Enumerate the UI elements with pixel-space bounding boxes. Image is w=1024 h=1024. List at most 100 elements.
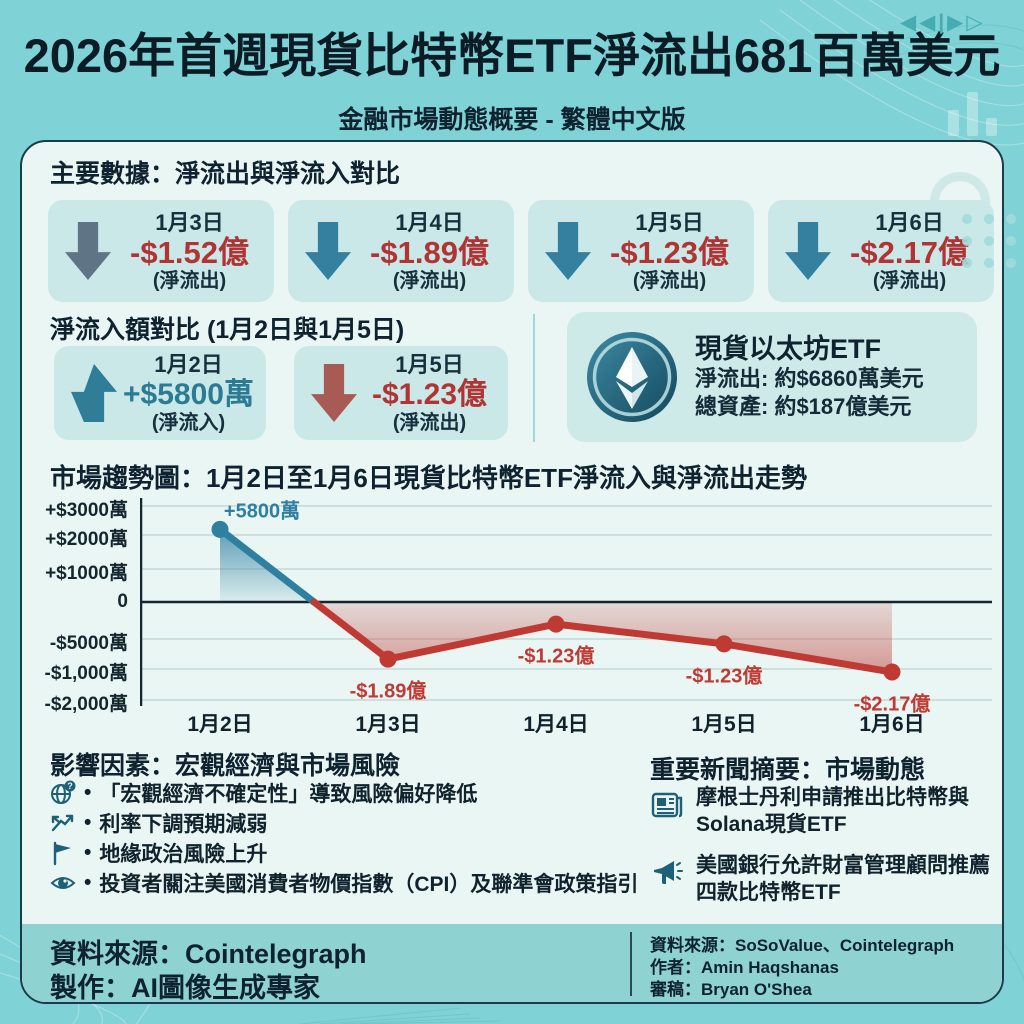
factors-section-title: 影響因素：宏觀經濟與市場風險 — [50, 752, 401, 780]
chart-point-label: -$2.17億 — [853, 693, 931, 716]
footer-data-sources: 資料來源：SoSoValue、Cointelegraph — [650, 936, 955, 955]
x-axis-tick: 1月6日 — [859, 713, 925, 736]
outflow-card-jan5: 1月5日 -$1.23億 (淨流出) — [528, 200, 754, 302]
chart-point-label: -$1.89億 — [349, 680, 427, 703]
factor-text: 投資者關注美國消費者物價指數（CPI）及聯準會政策指引 — [99, 873, 639, 896]
y-axis-tick: +$2000萬 — [45, 529, 128, 550]
ethereum-card-title: 現貨以太坊ETF — [695, 334, 881, 364]
dot-grid-decoration — [962, 214, 1016, 268]
outflow-card-jan4: 1月4日 -$1.89億 (淨流出) — [288, 200, 514, 302]
bullet: • — [84, 841, 92, 864]
news-section-title: 重要新聞摘要：市場動態 — [650, 756, 926, 784]
y-axis-tick: +$3000萬 — [45, 500, 128, 521]
x-axis-tick: 1月5日 — [691, 713, 757, 736]
up-arrow-icon — [71, 364, 117, 422]
inflow-comparison-section-title: 淨流入額對比 (1月2日與1月5日) — [50, 316, 405, 344]
x-axis-tick: 1月4日 — [523, 713, 589, 736]
key-data-section-title: 主要數據：淨流出與淨流入對比 — [50, 160, 401, 188]
chart-title: 市場趨勢圖：1月2日至1月6日現貨比特幣ETF淨流入與淨流出走勢 — [50, 463, 807, 493]
page-subtitle: 金融市場動態概要 - 繁體中文版 — [338, 106, 686, 134]
card-date: 1月4日 — [395, 209, 464, 235]
down-arrow-icon — [785, 222, 831, 280]
y-axis-tick: -$2,000萬 — [44, 694, 128, 715]
chart-x-axis-labels: 1月2日 1月3日 1月4日 1月5日 1月6日 — [140, 708, 992, 738]
bullet: • — [84, 871, 92, 894]
down-arrow-icon — [65, 222, 111, 280]
footer-reviewer: 審稿：Bryan O'Shea — [650, 980, 812, 999]
megaphone-icon — [654, 861, 683, 884]
footer-producer: 製作：AI圖像生成專家 — [50, 973, 320, 1003]
flag-icon — [53, 841, 71, 866]
card-value: -$2.17億 — [850, 234, 969, 270]
card-label: (淨流出) — [152, 269, 227, 292]
footer-author: 作者：Amin Haqshanas — [650, 958, 839, 977]
ethereum-icon — [587, 332, 677, 422]
card-label: (淨流入) — [151, 411, 226, 434]
trend-arrows-icon — [51, 814, 74, 832]
page-title: 2026年首週現貨比特幣ETF淨流出681百萬美元 — [23, 29, 1001, 82]
down-arrow-icon — [311, 364, 357, 422]
card-label: (淨流出) — [392, 411, 467, 434]
factor-item-macro: ? • 「宏觀經濟不確定性」導致風險偏好降低 — [50, 778, 477, 808]
x-axis-tick: 1月2日 — [187, 713, 253, 736]
outflow-card-jan6: 1月6日 -$2.17億 (淨流出) — [768, 200, 994, 302]
y-axis-tick: 0 — [117, 591, 128, 612]
bar-decor-1 — [948, 110, 959, 136]
trend-line-chart: +5800萬 -$1.89億 -$1.23億 -$1.23億 -$2.17億 — [139, 492, 992, 716]
bullet: • — [84, 781, 92, 804]
ethereum-total-assets: 總資產: 約$187億美元 — [695, 394, 912, 419]
bar-decor-2 — [967, 92, 978, 136]
bar-decor-3 — [986, 118, 997, 136]
bar-chart-decoration — [948, 92, 997, 136]
card-value: -$1.23億 — [371, 377, 488, 411]
footer: 資料來源：Cointelegraph 製作：AI圖像生成專家 資料來源：SoSo… — [22, 924, 1002, 1003]
y-axis-tick: +$1000萬 — [45, 563, 128, 584]
y-axis-tick: -$5000萬 — [49, 633, 128, 654]
ethereum-outflow-value: 淨流出: 約$6860萬美元 — [695, 366, 924, 391]
footer-divider — [630, 932, 632, 996]
main-content-card: 主要數據：淨流出與淨流入對比 1月3日 -$1.52億 (淨流出) 1月4日 -… — [20, 140, 1004, 1004]
factor-item-geopolitics: • 地緣政治風險上升 — [50, 838, 267, 868]
factor-text: 利率下調預期減弱 — [99, 813, 268, 836]
factor-item-cpi: • 投資者關注美國消費者物價指數（CPI）及聯準會政策指引 — [50, 868, 638, 898]
factor-text: 地緣政治風險上升 — [99, 843, 268, 866]
card-date: 1月5日 — [635, 209, 704, 235]
vertical-divider — [533, 314, 535, 442]
svg-text:?: ? — [67, 781, 73, 791]
newspaper-icon — [651, 792, 683, 818]
chart-y-axis-labels: +$3000萬 +$2000萬 +$1000萬 0 -$5000萬 -$1,000萬 -$2… — [22, 492, 128, 715]
card-value: +$5800萬 — [123, 377, 254, 411]
chart-point-label: -$1.23億 — [685, 665, 763, 688]
news-text: 摩根士丹利申請推出比特幣與 Solana現貨ETF — [696, 786, 969, 836]
globe-question-icon: ? — [51, 780, 76, 804]
eye-icon — [50, 877, 76, 889]
y-axis-tick: -$1,000萬 — [44, 663, 128, 684]
card-date: 1月6日 — [875, 209, 944, 235]
news-item-morgan-stanley: 摩根士丹利申請推出比特幣與 Solana現貨ETF — [650, 784, 969, 838]
media-player-icons: ◀◀|▶▷ — [900, 11, 986, 34]
card-date: 1月5日 — [395, 351, 464, 377]
card-date: 1月3日 — [155, 209, 224, 235]
news-text: 美國銀行允許財富管理顧問推薦 四款比特幣ETF — [696, 854, 990, 904]
card-label: (淨流出) — [392, 269, 467, 292]
bullet: • — [84, 811, 92, 834]
chart-point-label: -$1.23億 — [517, 645, 595, 668]
x-axis-tick: 1月3日 — [355, 713, 421, 736]
chart-point-label: +5800萬 — [223, 500, 301, 523]
ethereum-etf-card: 現貨以太坊ETF 淨流出: 約$6860萬美元 總資產: 約$187億美元 — [567, 312, 977, 442]
card-value: -$1.89億 — [370, 234, 489, 270]
card-label: (淨流出) — [872, 269, 947, 292]
down-arrow-icon — [545, 222, 591, 280]
news-item-bank-of-america: 美國銀行允許財富管理顧問推薦 四款比特幣ETF — [650, 852, 990, 906]
inflow-card-jan2: 1月2日 +$5800萬 (淨流入) — [54, 346, 266, 440]
card-date: 1月2日 — [154, 351, 223, 377]
factor-item-rates: • 利率下調預期減弱 — [50, 808, 267, 838]
outflow-card-jan5-compare: 1月5日 -$1.23億 (淨流出) — [294, 346, 508, 440]
card-label: (淨流出) — [632, 269, 707, 292]
footer-source: 資料來源：Cointelegraph — [50, 939, 367, 969]
card-value: -$1.52億 — [130, 234, 249, 270]
card-value: -$1.23億 — [610, 234, 729, 270]
outflow-card-jan3: 1月3日 -$1.52億 (淨流出) — [48, 200, 274, 302]
down-arrow-icon — [305, 222, 351, 280]
factor-text: 「宏觀經濟不確定性」導致風險偏好降低 — [99, 783, 478, 806]
